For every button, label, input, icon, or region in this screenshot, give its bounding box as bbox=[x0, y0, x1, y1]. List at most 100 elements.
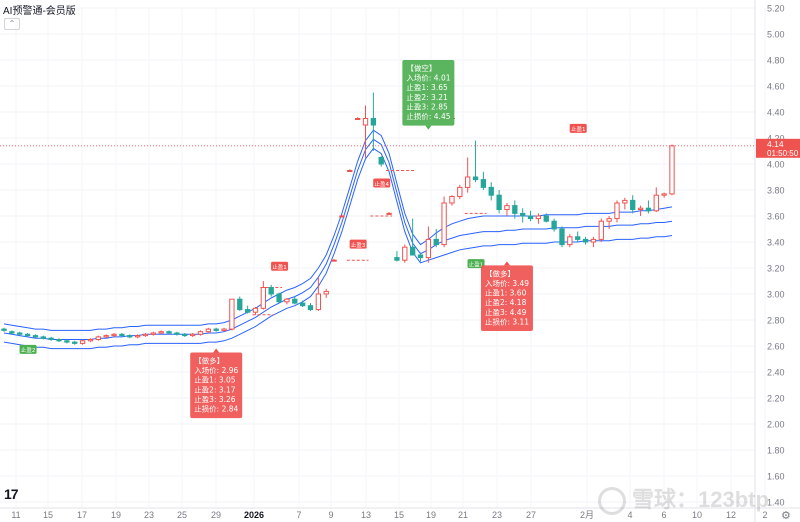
candle-body bbox=[441, 202, 447, 246]
marker-tag bbox=[271, 261, 289, 271]
candle-body bbox=[354, 118, 361, 120]
candle-body bbox=[449, 196, 455, 204]
candle-body bbox=[559, 228, 565, 246]
y-tick-label: 5.00 bbox=[767, 30, 785, 40]
candle-body bbox=[331, 259, 337, 262]
marker-label: 止盈3 bbox=[351, 241, 366, 249]
y-tick-label: 2.60 bbox=[767, 342, 785, 352]
candle-body bbox=[299, 302, 306, 307]
y-tick-label: 4.00 bbox=[767, 160, 785, 170]
candle-body bbox=[127, 335, 133, 338]
signal-box-pointer bbox=[213, 348, 220, 353]
grid bbox=[0, 7, 766, 508]
signal-box-line: 止损价: 4.45 bbox=[406, 111, 450, 121]
y-tick-label: 3.60 bbox=[767, 212, 785, 222]
candle-body bbox=[362, 118, 369, 126]
marker-label: 止盈1 bbox=[272, 263, 287, 271]
candle-body bbox=[221, 328, 227, 331]
x-tick-label: 4 bbox=[627, 510, 632, 520]
candle-body bbox=[64, 340, 70, 343]
y-tick-label: 1.40 bbox=[767, 498, 785, 508]
signal-box-line: 止损价: 3.11 bbox=[485, 316, 529, 326]
y-tick-label: 1.80 bbox=[767, 446, 785, 456]
candle-body bbox=[527, 215, 534, 220]
candle-body bbox=[567, 236, 573, 246]
candle-body bbox=[661, 193, 667, 196]
marker-label: 止盈1 bbox=[571, 125, 586, 133]
signal-box-line: 止盈3: 4.49 bbox=[485, 307, 527, 317]
signal-box-line: 止盈2: 3.21 bbox=[406, 92, 448, 102]
candle-body bbox=[229, 298, 235, 330]
candle-body bbox=[213, 328, 219, 331]
signal-box-pointer bbox=[503, 261, 510, 266]
watermark: 雪球：123btp bbox=[598, 482, 769, 516]
signal-box-line: 止盈1: 3.05 bbox=[194, 375, 236, 385]
signal-box-line: 入场价: 3.49 bbox=[485, 279, 529, 288]
x-axis: 11 15 17 19 23 25 29 2026 7 9 13 15 19 21 23 27 2月 4 6 10 12… bbox=[0, 507, 800, 520]
candle-body bbox=[394, 257, 400, 261]
x-tick-label: 15 bbox=[394, 510, 404, 520]
signal-box bbox=[402, 60, 455, 126]
marker-tag bbox=[349, 239, 367, 249]
y-tick-label: 2.00 bbox=[767, 420, 785, 430]
x-tick-label: 23 bbox=[144, 510, 154, 520]
x-tick-label: 21 bbox=[458, 510, 468, 520]
candle-body bbox=[174, 332, 180, 335]
signal-markers: 止盈2 止盈1 止盈3 止盈4 止盈1 止盈1 bbox=[19, 123, 587, 354]
marker-tag bbox=[467, 259, 485, 269]
marker-tag bbox=[373, 178, 391, 188]
candle-body bbox=[606, 218, 612, 222]
candle-body bbox=[103, 335, 109, 338]
y-tick-label: 2.20 bbox=[767, 394, 785, 404]
x-tick-label: 10 bbox=[692, 510, 702, 520]
candle-body bbox=[433, 238, 439, 246]
candle-body bbox=[307, 305, 314, 311]
marker-label: 止盈1 bbox=[469, 260, 484, 268]
candle-body bbox=[614, 202, 620, 220]
x-tick-label: 19 bbox=[111, 510, 121, 520]
y-tick-label: 5.20 bbox=[767, 4, 785, 14]
candle-body bbox=[244, 309, 251, 313]
app-title: AI预警通-会员版 bbox=[3, 6, 76, 17]
collapse-toggle-icon[interactable]: ⌃ bbox=[4, 18, 20, 30]
candle-body bbox=[417, 254, 424, 259]
candle-body bbox=[95, 336, 101, 340]
candle-body bbox=[32, 335, 39, 338]
candle-body bbox=[535, 215, 542, 220]
band-upper bbox=[3, 129, 673, 331]
candle-body bbox=[134, 335, 141, 338]
watermark-text: 雪球：123btp bbox=[632, 487, 769, 512]
candle-body bbox=[276, 293, 282, 303]
candle-body bbox=[520, 212, 526, 217]
candle-body bbox=[40, 336, 46, 339]
candle-body bbox=[378, 157, 384, 165]
x-tick-label: 23 bbox=[492, 510, 502, 520]
candle-body bbox=[575, 236, 581, 240]
y-tick-label: 3.80 bbox=[767, 186, 785, 196]
candle-body bbox=[182, 333, 188, 337]
settings-gear-icon[interactable]: ⚙ bbox=[781, 510, 791, 522]
candle-body bbox=[17, 332, 23, 335]
x-tick-label: 17 bbox=[77, 510, 87, 520]
candle-body bbox=[142, 333, 149, 337]
last-price-tag bbox=[756, 138, 800, 158]
candle-body bbox=[402, 246, 408, 261]
signal-box-line: 入场价: 4.01 bbox=[406, 74, 450, 83]
marker-tag bbox=[19, 344, 37, 354]
candle-body bbox=[512, 205, 518, 214]
candle-body bbox=[1, 328, 7, 331]
candle-body bbox=[9, 331, 15, 334]
candle-body bbox=[590, 238, 597, 243]
candle-body bbox=[598, 220, 604, 240]
candle-body bbox=[48, 337, 54, 341]
signal-box-line: 止盈3: 3.26 bbox=[194, 394, 236, 404]
xueqiu-logo-icon bbox=[598, 487, 626, 516]
signal-box-line: 止损价: 2.84 bbox=[194, 404, 238, 414]
candle-body bbox=[237, 298, 243, 311]
candle-body bbox=[472, 176, 479, 181]
tradingview-logo-icon[interactable]: 17 bbox=[4, 486, 19, 502]
candle-body bbox=[370, 118, 377, 126]
candle-body bbox=[323, 290, 329, 295]
